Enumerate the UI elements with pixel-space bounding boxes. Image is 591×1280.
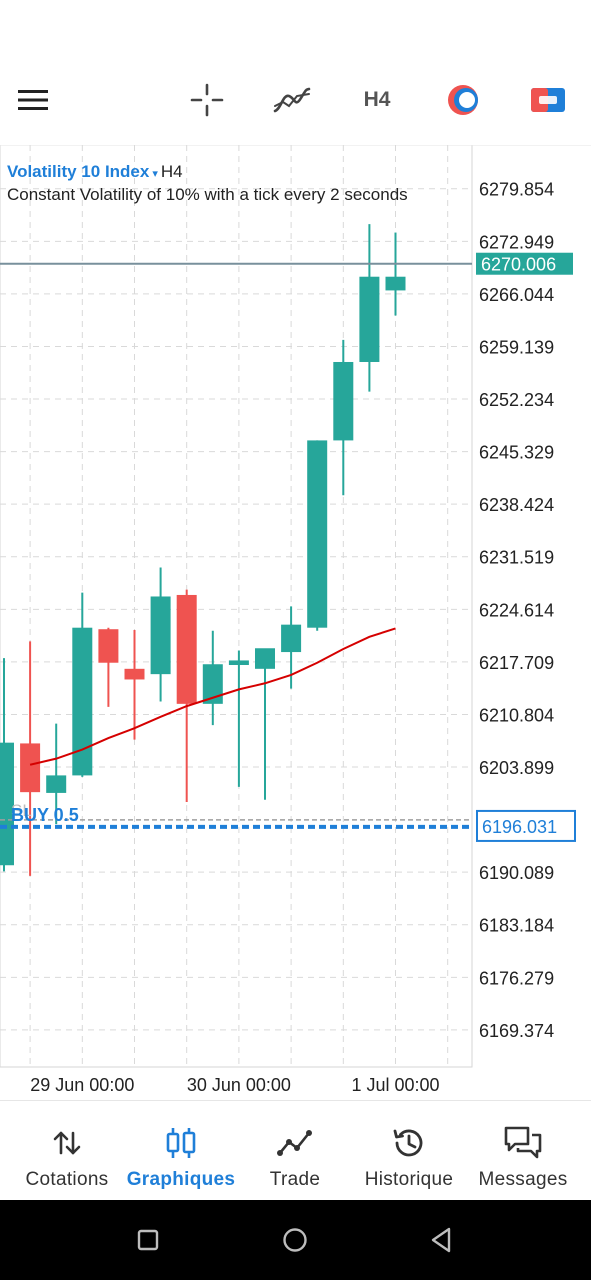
nav-label-messages: Messages — [478, 1169, 568, 1190]
indicators-icon[interactable] — [270, 60, 314, 140]
one-click-trade-icon[interactable] — [526, 60, 570, 140]
chart-area[interactable]: 6279.854 6272.949 6266.044 6259.139 6252.234… — [0, 145, 591, 1100]
candle-body — [359, 276, 380, 362]
trade-line-icon — [236, 1123, 354, 1163]
y-tick-label: 6210.804 — [479, 705, 554, 725]
candle-body — [228, 660, 249, 666]
y-tick-label: 6272.949 — [479, 232, 554, 252]
y-tick-label: 6183.184 — [479, 916, 554, 936]
history-clock-icon — [350, 1123, 468, 1163]
plot-frame — [0, 145, 473, 1068]
candle-body — [385, 276, 406, 291]
y-tick-label: 6203.899 — [479, 758, 554, 778]
timeframe-selector[interactable]: H4 — [356, 60, 398, 140]
x-tick-label: 29 Jun 00:00 — [30, 1075, 134, 1095]
candle-body — [72, 627, 93, 776]
timeframe-label: H4 — [363, 88, 391, 111]
messages-chat-icon — [464, 1123, 582, 1163]
nav-label-history: Historique — [364, 1169, 454, 1190]
crosshair-icon[interactable] — [186, 60, 228, 140]
stop-loss-label: SL — [11, 801, 32, 820]
moving-average-line — [29, 627, 396, 766]
hamburger-menu-icon[interactable] — [12, 60, 54, 140]
candle-body — [124, 668, 145, 680]
y-tick-label: 6176.279 — [479, 968, 554, 988]
candle-body — [150, 596, 171, 675]
candle-body — [46, 775, 67, 793]
symbol-description: Constant Volatility of 10% with a tick e… — [7, 185, 408, 204]
bottom-navigation: Cotations Graphiques Trade — [0, 1100, 591, 1201]
y-tick-label: 6245.329 — [479, 443, 554, 463]
buy-order-price-label: 6196.031 — [482, 817, 557, 837]
y-tick-label: 6231.519 — [479, 548, 554, 568]
buy-order-label[interactable]: BUY 0.5 — [11, 805, 79, 825]
nav-item-history[interactable]: Historique — [350, 1101, 468, 1201]
back-triangle-icon[interactable] — [412, 1220, 472, 1260]
symbol-dropdown-arrow[interactable]: ▾ — [152, 168, 158, 180]
home-circle-icon[interactable] — [265, 1220, 325, 1260]
symbol-header[interactable]: Volatility 10 Index ▾ H4 — [7, 162, 183, 182]
y-tick-label: 6252.234 — [479, 390, 554, 410]
y-tick-label: 6217.709 — [479, 653, 554, 673]
y-tick-label: 6190.089 — [479, 863, 554, 883]
current-price-tag — [476, 252, 573, 275]
y-tick-label: 6238.424 — [479, 495, 554, 515]
nav-label-charts: Graphiques — [126, 1169, 236, 1190]
candlestick-chart-icon — [122, 1123, 240, 1163]
candle-body — [20, 743, 41, 793]
buy-order-price-tag[interactable] — [476, 809, 576, 842]
objects-icon[interactable] — [442, 60, 484, 140]
y-tick-label: 6279.854 — [479, 180, 554, 200]
nav-item-charts[interactable]: Graphiques — [122, 1101, 240, 1201]
candle-body — [98, 629, 119, 663]
recents-square-icon[interactable] — [118, 1220, 178, 1260]
y-tick-label: 6259.139 — [479, 337, 554, 357]
x-tick-label: 30 Jun 00:00 — [187, 1075, 291, 1095]
nav-label-quotes: Cotations — [25, 1169, 109, 1190]
candle-body — [176, 594, 197, 704]
symbol-name[interactable]: Volatility 10 Index — [7, 162, 150, 181]
nav-label-trade: Trade — [269, 1169, 321, 1190]
x-tick-label: 1 Jul 00:00 — [351, 1075, 439, 1095]
candlestick-chart[interactable]: 6279.854 6272.949 6266.044 6259.139 6252.234… — [0, 145, 591, 1100]
nav-item-messages[interactable]: Messages — [464, 1101, 582, 1201]
symbol-timeframe: H4 — [160, 162, 183, 181]
chart-toolbar: H4 — [0, 60, 591, 140]
candle-body — [281, 624, 302, 653]
y-tick-label: 6266.044 — [479, 285, 554, 305]
candle-body — [255, 648, 275, 669]
y-tick-label: 6224.614 — [479, 600, 554, 620]
candle-body — [333, 361, 354, 441]
current-price-label: 6270.006 — [481, 255, 556, 275]
y-tick-label: 6169.374 — [479, 1021, 554, 1041]
nav-item-trade[interactable]: Trade — [236, 1101, 354, 1201]
nav-item-quotes[interactable]: Cotations — [8, 1101, 126, 1201]
candle-body — [307, 440, 328, 628]
quotes-arrows-icon — [8, 1123, 126, 1163]
candle-body — [202, 664, 223, 704]
android-system-bar — [0, 1200, 591, 1280]
candle-body — [0, 742, 14, 866]
